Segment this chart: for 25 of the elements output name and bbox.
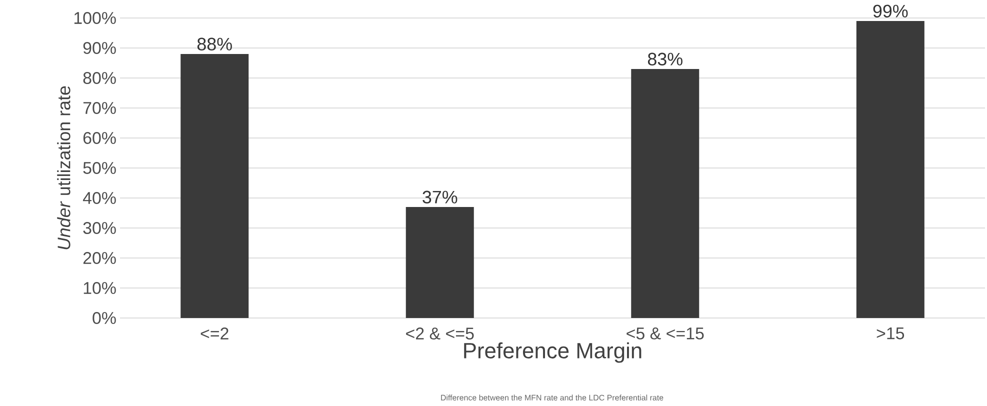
bar — [631, 68, 700, 318]
y-tick-label: 10% — [84, 282, 116, 294]
data-label: 37% — [422, 190, 458, 204]
data-label: 83% — [648, 52, 682, 66]
bar — [856, 20, 924, 318]
bar — [406, 206, 474, 318]
x-tick-label: <5 & <=15 — [626, 328, 704, 340]
x-tick-label: <2 & <=5 — [406, 328, 474, 340]
y-tick-label: 90% — [83, 42, 116, 54]
data-label: 99% — [873, 4, 908, 18]
x-tick-label: <=2 — [200, 328, 228, 340]
y-tick-label: 20% — [83, 252, 116, 264]
y-tick-label: 70% — [83, 102, 116, 114]
y-tick-label: 60% — [83, 132, 116, 144]
data-label: 88% — [197, 38, 232, 50]
bar — [180, 54, 249, 318]
y-tick-label: 0% — [92, 312, 116, 324]
x-tick-label: >15 — [876, 328, 904, 340]
y-tick-label: 30% — [83, 222, 116, 234]
y-axis-title: Under utilization rate — [57, 86, 70, 250]
y-tick-label: 100% — [74, 12, 116, 24]
x-axis-title: Preference Margin — [464, 342, 642, 363]
y-tick-label: 50% — [83, 162, 116, 174]
y-tick-label: 80% — [83, 72, 116, 84]
y-tick-label: 40% — [82, 192, 116, 204]
